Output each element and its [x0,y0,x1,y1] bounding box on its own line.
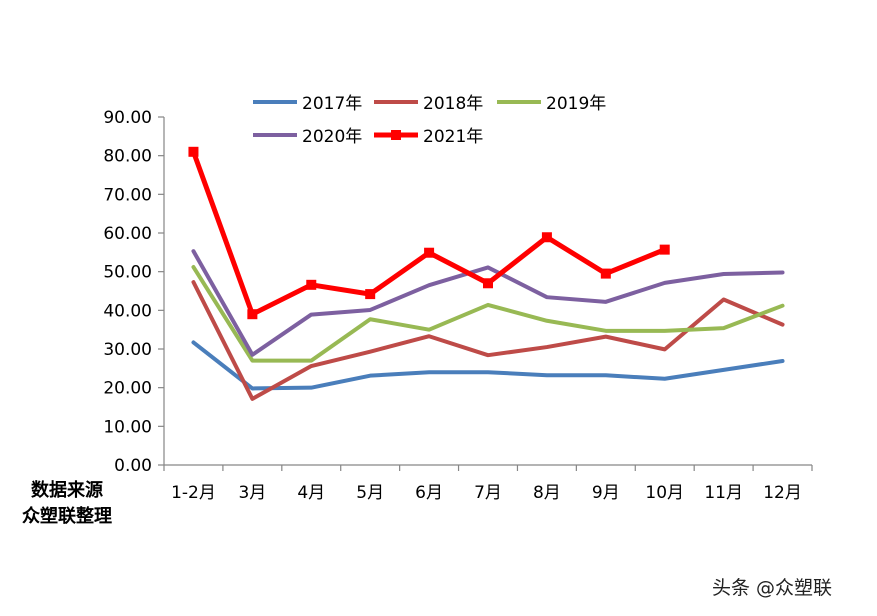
series-2021年 [188,146,670,320]
source-line-2: 众塑联整理 [22,506,112,527]
y-tick-label: 30.00 [103,340,152,360]
legend-label: 2019年 [546,94,606,114]
x-tick-label: 1-2月 [171,483,216,503]
y-tick-label: 0.00 [114,456,152,476]
chart-legend: 2017年 2018年 2019年 2020年 2021年 [253,94,606,147]
y-axis-ticks: 0.00 10.00 20.00 30.00 40.00 50.00 60.00 70.00 8… [103,108,164,476]
y-tick-label: 70.00 [103,185,152,205]
data-point-marker [659,244,670,255]
x-tick-label: 7月 [474,483,502,503]
chart-series [188,146,785,401]
watermark: 头条 @众塑联 [712,577,833,599]
legend-item: 2019年 [497,94,606,114]
legend-marker [391,130,401,140]
data-point-marker [600,268,611,279]
data-point-marker [306,279,317,290]
series-2019年 [191,265,785,363]
legend-item: 2020年 [253,127,362,147]
legend-label: 2021年 [423,127,483,147]
series-2018年 [191,280,785,401]
series-line [191,280,785,401]
x-tick-label: 6月 [415,483,443,503]
x-tick-label: 9月 [592,483,620,503]
x-tick-label: 3月 [238,483,266,503]
y-tick-label: 90.00 [103,108,152,128]
y-tick-label: 10.00 [103,417,152,437]
data-point-marker [365,289,376,300]
y-tick-label: 80.00 [103,147,152,167]
series-2020年 [191,249,785,357]
x-tick-label: 8月 [533,483,561,503]
legend-label: 2017年 [302,94,362,114]
x-tick-label: 5月 [356,483,384,503]
legend-label: 2020年 [302,127,362,147]
series-line [191,249,785,357]
y-tick-label: 40.00 [103,301,152,321]
source-line-1: 数据来源 [31,480,103,501]
data-point-marker [188,146,199,157]
chart-axes [163,117,812,466]
data-point-marker [541,232,552,243]
series-line [190,149,668,317]
legend-label: 2018年 [423,94,483,114]
y-tick-label: 20.00 [103,379,152,399]
data-point-marker [483,278,493,289]
series-2017年 [191,340,785,391]
data-point-marker [247,309,258,320]
series-line [191,265,785,363]
x-tick-label: 10月 [645,483,684,503]
y-tick-label: 50.00 [103,263,152,283]
data-source-note: 数据来源 众塑联整理 [8,478,126,530]
legend-item: 2021年 [374,127,483,147]
y-tick-label: 60.00 [103,224,152,244]
x-tick-label: 12月 [763,483,802,503]
legend-item: 2017年 [253,94,362,114]
x-tick-label: 11月 [704,483,743,503]
legend-item: 2018年 [374,94,483,114]
x-tick-label: 4月 [297,483,325,503]
data-point-marker [424,247,435,258]
series-line [191,340,785,391]
x-axis-ticks: 1-2月 3月 4月 5月 6月 7月 8月 9月 10月 11月 12月 [163,465,813,503]
